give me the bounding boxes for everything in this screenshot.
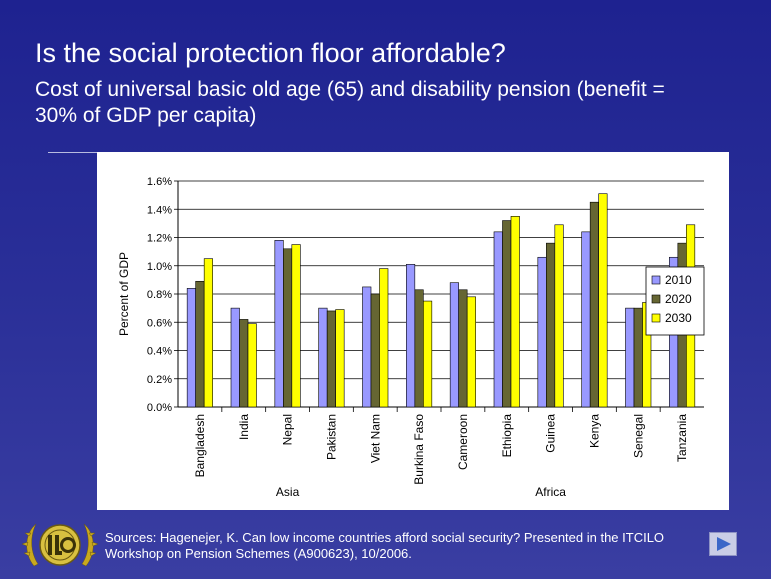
legend-label-2010: 2010 [665,273,692,287]
bar-guinea-2010 [537,256,547,408]
next-arrow-icon[interactable] [717,537,731,551]
legend-swatch-2020 [651,294,661,304]
category-label-senegal: Senegal [631,414,645,458]
sources-note: Sources: Hagenejer, K. Can low income co… [105,530,665,561]
bar-kenya-2030 [598,193,608,408]
bar-chart: 0.0% 0.2% 0.4% 0.6% 0.8% 1.0% 1.2% 1.4% 1.6% Perc… [117,176,705,499]
bar-cameroon-2020 [458,289,468,408]
bar-pakistan-2010 [318,307,328,408]
y-tick-label: 0.8% [147,289,172,301]
bar-cameroon-2010 [449,282,459,408]
accent-line [48,152,98,153]
bar-india-2010 [230,307,240,408]
category-label-india: India [237,414,251,440]
bar-ethiopia-2030 [510,216,520,408]
bar-viet-nam-2020 [370,293,380,408]
y-tick-label: 0.0% [147,402,172,414]
category-label-viet-nam: Viet Nam [368,414,382,463]
bar-viet-nam-2010 [362,286,372,408]
bar-guinea-2020 [546,242,556,408]
bar-bangladesh-2030 [203,258,213,408]
group-label-asia: Asia [276,485,300,499]
category-label-kenya: Kenya [587,414,601,448]
bar-india-2030 [247,323,257,408]
chart-panel: 0.0% 0.2% 0.4% 0.6% 0.8% 1.0% 1.2% 1.4% 1.6% Perc… [97,152,729,510]
slide-title: Is the social protection floor affordabl… [35,38,506,68]
category-label-burkina-faso: Burkina Faso [412,414,426,485]
bar-kenya-2020 [589,201,599,408]
bar-ethiopia-2010 [493,231,503,408]
y-tick-label: 1.4% [147,204,172,216]
y-tick-label: 0.2% [147,374,172,386]
bar-pakistan-2030 [335,309,345,408]
bar-viet-nam-2030 [379,268,389,408]
bar-burkina-faso-2030 [423,300,433,408]
category-label-cameroon: Cameroon [456,414,470,470]
bar-guinea-2030 [554,224,564,408]
legend-label-2020: 2020 [665,292,692,306]
bar-senegal-2020 [633,307,643,408]
y-tick-label: 1.2% [147,233,172,245]
category-label-guinea: Guinea [544,414,558,453]
slide-subtitle: Cost of universal basic old age (65) and… [35,78,665,127]
category-label-pakistan: Pakistan [324,414,338,460]
legend-label-2030: 2030 [665,311,692,325]
category-label-bangladesh: Bangladesh [193,414,207,477]
group-label-africa: Africa [535,485,566,499]
legend-swatch-2030 [651,313,661,323]
y-tick-label: 0.6% [147,317,172,329]
bar-nepal-2030 [291,244,301,408]
bar-burkina-faso-2020 [414,289,424,408]
bar-nepal-2010 [274,240,284,408]
bar-bangladesh-2020 [195,280,205,408]
bar-pakistan-2020 [326,310,336,408]
next-slide-button[interactable] [709,532,737,556]
category-label-tanzania: Tanzania [675,414,689,462]
y-tick-label: 1.0% [147,261,172,273]
bar-senegal-2010 [625,307,635,408]
bar-india-2020 [239,319,249,408]
y-tick-label: 0.4% [147,346,172,358]
category-label-ethiopia: Ethiopia [500,414,514,458]
category-label-nepal: Nepal [281,414,295,445]
bar-burkina-faso-2010 [406,264,416,408]
bar-ethiopia-2020 [502,220,512,408]
bar-nepal-2020 [283,248,293,408]
ilo-logo [21,523,99,567]
bar-cameroon-2030 [466,296,476,408]
bar-kenya-2010 [581,231,591,408]
y-axis-label: Percent of GDP [117,252,131,336]
y-tick-label: 1.6% [147,176,172,188]
bar-bangladesh-2010 [186,288,196,408]
legend-swatch-2010 [651,275,661,285]
